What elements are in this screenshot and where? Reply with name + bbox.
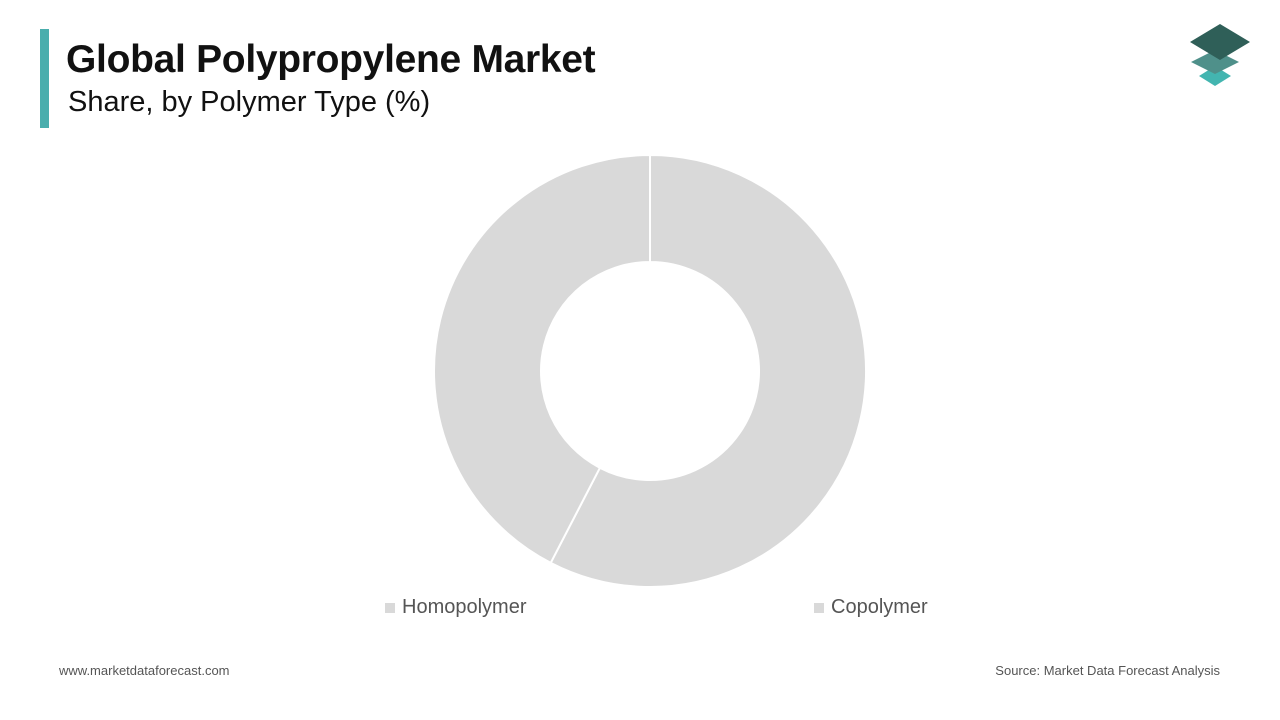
website-url: www.marketdataforecast.com — [59, 663, 230, 678]
logo-layer-top — [1190, 24, 1250, 60]
chart-subtitle: Share, by Polymer Type (%) — [68, 86, 431, 118]
legend-swatch — [385, 602, 395, 613]
logo-layers-icon — [1190, 24, 1250, 86]
donut-slice-homopolymer — [549, 153, 867, 588]
logo-layer-middle — [1191, 50, 1239, 74]
logo-layer-bottom — [1199, 66, 1231, 86]
legend-item-homopolymer: Homopolymer — [385, 596, 526, 619]
legend-swatch — [814, 602, 824, 613]
legend-label: Homopolymer — [402, 596, 527, 618]
legend-item-copolymer: Copolymer — [814, 596, 928, 619]
donut-slice-copolymer — [433, 153, 651, 565]
source-note: Source: Market Data Forecast Analysis — [995, 663, 1220, 678]
legend-label: Copolymer — [831, 596, 928, 618]
chart-title: Global Polypropylene Market — [66, 38, 596, 81]
title-accent-bar — [40, 29, 49, 128]
